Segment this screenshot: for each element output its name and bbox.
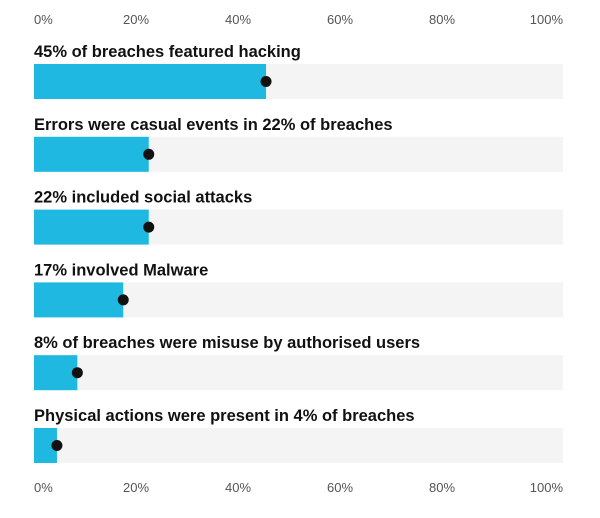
top-tick-label: 20%	[123, 12, 149, 27]
bar	[34, 355, 78, 391]
bottom-tick-label: 0%	[34, 480, 53, 495]
bottom-tick-label: 100%	[530, 480, 564, 495]
bottom-tick-label: 40%	[225, 480, 251, 495]
top-tick-label: 0%	[34, 12, 53, 27]
bar-end-marker	[51, 440, 63, 451]
bar-label: Errors were casual events in 22% of brea…	[34, 116, 393, 134]
bottom-tick-label: 20%	[123, 480, 149, 495]
bar-label: 45% of breaches featured hacking	[34, 43, 301, 61]
bar-track	[34, 428, 563, 463]
bottom-tick-label: 80%	[429, 480, 455, 495]
top-tick-label: 60%	[327, 12, 353, 27]
bar-label: 8% of breaches were misuse by authorised…	[34, 334, 420, 352]
bar-track	[34, 355, 563, 391]
bottom-tick-label: 60%	[327, 480, 353, 495]
bar	[34, 282, 124, 318]
bar-end-marker	[117, 294, 129, 306]
bar-end-marker	[71, 367, 83, 379]
bar	[34, 136, 149, 172]
bar	[34, 428, 57, 463]
bar-label: 17% involved Malware	[34, 261, 208, 279]
bar	[34, 64, 267, 99]
top-tick-label: 100%	[530, 12, 564, 27]
bar-end-marker	[260, 76, 272, 87]
bar-end-marker	[143, 221, 155, 233]
bar	[34, 209, 149, 245]
bar-end-marker	[143, 148, 155, 160]
top-tick-label: 80%	[429, 12, 455, 27]
bar-label: Physical actions were present in 4% of b…	[34, 407, 415, 425]
top-tick-label: 40%	[225, 12, 251, 27]
bar-label: 22% included social attacks	[34, 189, 252, 207]
